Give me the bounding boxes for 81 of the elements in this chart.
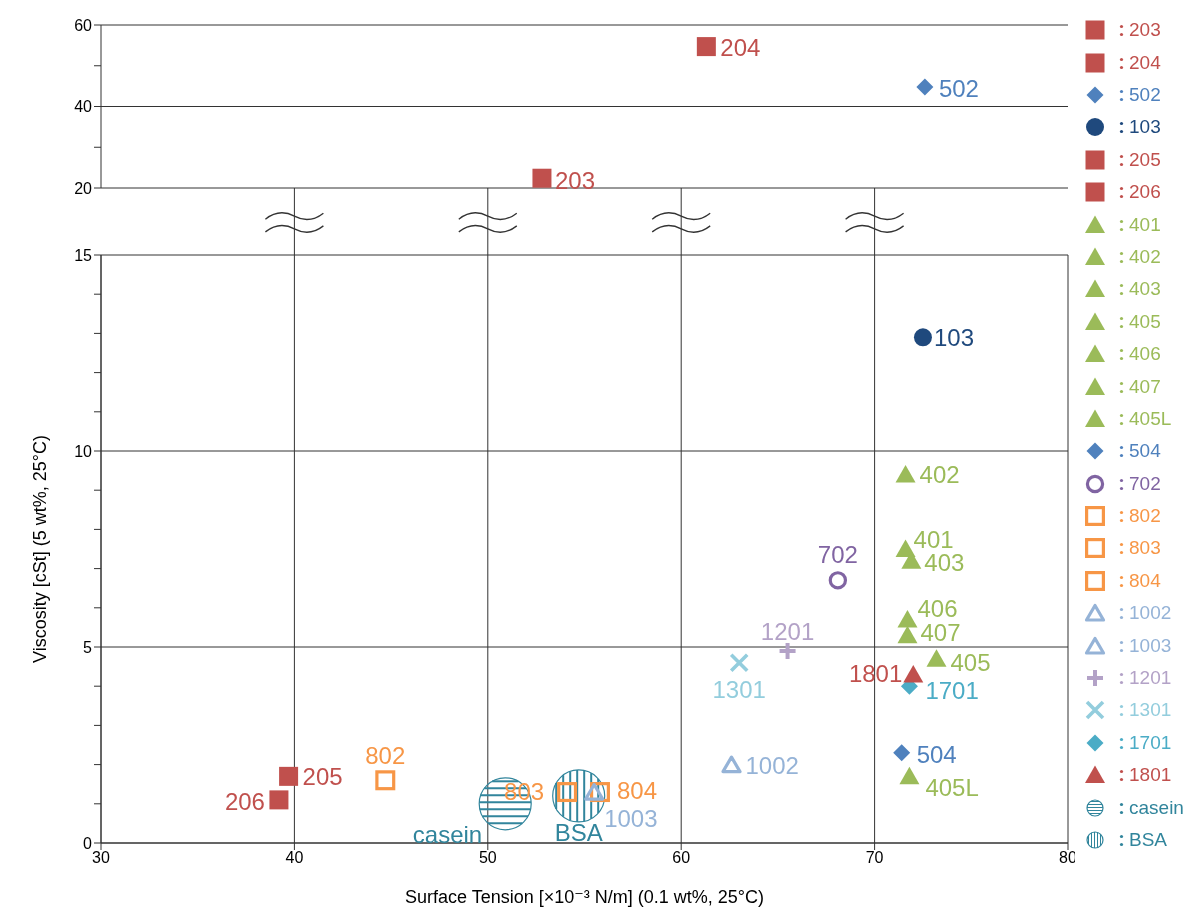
point xyxy=(532,168,552,188)
point xyxy=(893,744,911,762)
y-tick-label: 15 xyxy=(74,246,93,264)
x-tick-label: 40 xyxy=(285,849,304,867)
text: 1002 xyxy=(745,751,799,779)
legend-label: 502 xyxy=(1129,83,1161,106)
legend-label: 804 xyxy=(1129,569,1161,592)
legend-label: 1003 xyxy=(1129,634,1172,657)
text: 203 xyxy=(554,166,595,194)
point xyxy=(777,640,798,661)
y-tick-label: 0 xyxy=(83,834,93,852)
point xyxy=(926,649,947,667)
y-tick-label: 60 xyxy=(74,16,93,34)
legend-label: 406 xyxy=(1129,343,1161,366)
point xyxy=(897,610,918,628)
legend-label: 702 xyxy=(1129,472,1161,495)
legend-label: 204 xyxy=(1129,51,1161,74)
text: 1201 xyxy=(760,617,815,645)
point xyxy=(552,769,606,823)
text: 205 xyxy=(302,762,343,790)
legend-label: 803 xyxy=(1129,537,1161,560)
x-axis-title: Surface Tension [×10⁻³ N/m] (0.1 wt%, 25°C) xyxy=(404,887,765,907)
point xyxy=(895,465,916,483)
x-tick-label: 70 xyxy=(865,849,884,867)
point xyxy=(696,37,716,57)
legend-label: 1301 xyxy=(1129,699,1172,722)
point xyxy=(279,766,299,786)
text: casein xyxy=(412,820,483,848)
point xyxy=(375,770,396,791)
text: 402 xyxy=(919,460,960,488)
text: 702 xyxy=(817,540,858,568)
legend-label: 401 xyxy=(1129,213,1161,236)
legend-label: 1801 xyxy=(1129,764,1172,787)
point xyxy=(916,78,934,96)
point xyxy=(828,571,848,590)
y-tick-label: 10 xyxy=(74,442,93,460)
text: 204 xyxy=(720,33,761,61)
x-tick-label: 60 xyxy=(672,849,691,867)
text: 1003 xyxy=(604,804,658,832)
legend-label: 103 xyxy=(1129,116,1161,139)
text: 504 xyxy=(916,740,957,768)
y-tick-label: 40 xyxy=(74,98,93,116)
text: BSA xyxy=(1129,828,1168,850)
y-tick-label: 20 xyxy=(74,179,93,197)
legend-label: BSA xyxy=(554,818,603,846)
legend-label: 405L xyxy=(1129,407,1172,430)
text: 1701 xyxy=(925,676,979,704)
point xyxy=(557,782,578,803)
text: 804 xyxy=(616,776,658,804)
y-tick-label: 5 xyxy=(83,638,93,656)
legend-label: 205 xyxy=(1129,148,1161,171)
text: 1301 xyxy=(712,675,766,703)
legend-label: 403 xyxy=(1129,278,1161,301)
x-tick-label: 30 xyxy=(92,849,110,867)
point xyxy=(903,664,924,683)
legend-label: 405 xyxy=(1129,310,1161,333)
legend-label: 402 xyxy=(1129,245,1161,268)
text: 405 xyxy=(950,648,991,676)
y-axis-title: Viscosity [cSt] (5 wt%, 25°C) xyxy=(30,435,50,663)
text: 206 xyxy=(224,787,265,815)
legend-label: 504 xyxy=(1129,440,1161,463)
text: 405L xyxy=(925,773,979,801)
x-tick-label: 50 xyxy=(478,849,497,867)
point xyxy=(269,790,289,810)
point xyxy=(584,782,605,801)
legend-label: 203 xyxy=(1129,19,1161,42)
text: 502 xyxy=(938,74,979,102)
point xyxy=(913,328,932,347)
point xyxy=(897,625,918,644)
legend-label: 1201 xyxy=(1129,667,1172,690)
legend-label: 1002 xyxy=(1129,602,1172,625)
point xyxy=(721,755,742,774)
legend-label: 407 xyxy=(1129,375,1161,398)
point xyxy=(899,766,920,785)
legend-label: 206 xyxy=(1129,181,1161,204)
text: 802 xyxy=(365,741,406,769)
legend-label: casein xyxy=(1129,796,1184,819)
text: 103 xyxy=(933,323,974,351)
legend-label: 1701 xyxy=(1129,731,1172,754)
point xyxy=(729,652,750,673)
legend-label: 802 xyxy=(1129,505,1161,528)
